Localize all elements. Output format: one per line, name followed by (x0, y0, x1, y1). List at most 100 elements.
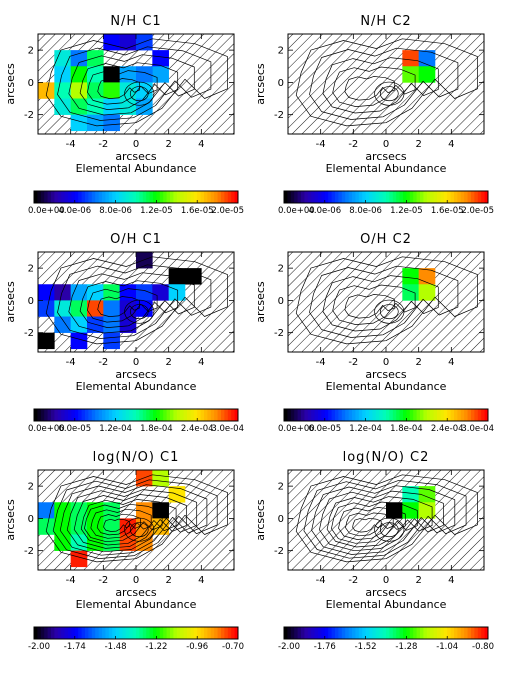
colorbar-segment (437, 627, 441, 639)
colorbar-segment (139, 191, 144, 203)
colorbar-frame (33, 190, 239, 204)
flux-contour (379, 304, 399, 320)
y-tick-label: 0 (278, 78, 284, 89)
colorbar-segment (471, 409, 475, 421)
colorbar-segment (389, 191, 394, 203)
colorbar-segment (156, 409, 161, 421)
colorbar-segment (409, 191, 414, 203)
x-axis-sublabel: Elemental Abundance (76, 380, 197, 393)
colorbar-segment (307, 409, 312, 421)
data-pixel (152, 284, 169, 301)
data-pixel (54, 300, 71, 317)
colorbar-segment (159, 409, 164, 421)
colorbar-segment (54, 191, 59, 203)
colorbar-segment (471, 627, 475, 639)
colorbar-segment (443, 191, 448, 203)
flux-contour (326, 496, 433, 548)
data-pixel (38, 518, 55, 535)
colorbar-segment (297, 409, 302, 421)
colorbar-segment (307, 191, 312, 203)
y-tick-label: -2 (24, 328, 34, 339)
colorbar-segment (102, 191, 106, 203)
colorbar-tick-label: 1.8e-04 (390, 424, 423, 434)
colorbar-segment (193, 409, 198, 421)
colorbar-segment (125, 627, 130, 639)
colorbar-segment (484, 627, 489, 639)
flux-contour (45, 38, 228, 127)
colorbar-segment (207, 409, 212, 421)
data-pixel (70, 82, 88, 99)
colorbar-segment (331, 191, 336, 203)
colorbar-tick-label: -1.22 (145, 642, 167, 652)
colorbar-tick-label: 1.6e-05 (431, 206, 464, 216)
colorbar-segment (234, 409, 239, 421)
flux-contour (124, 517, 155, 542)
x-tick-label: -2 (348, 357, 358, 368)
flux-contour (73, 494, 187, 549)
data-pixel (54, 50, 71, 67)
colorbar-segment (183, 191, 188, 203)
colorbar-tick-label: 2.0e-05 (211, 206, 244, 216)
colorbar-segment (61, 627, 65, 639)
colorbar-segment (406, 191, 411, 203)
y-tick-label: 0 (28, 514, 34, 525)
x-axis-sublabel: Elemental Abundance (76, 598, 197, 611)
colorbar-segment (379, 627, 383, 639)
panel-title: log(N/O) C1 (93, 450, 180, 465)
y-tick-label: 2 (28, 482, 34, 493)
colorbar-segment (156, 627, 161, 639)
colorbar-segment (115, 191, 120, 203)
flux-contour (84, 503, 163, 543)
colorbar-segment (318, 627, 322, 639)
colorbar-segment (420, 191, 424, 203)
colorbar-segment (142, 191, 147, 203)
colorbar-tick-label: 2.4e-04 (431, 424, 464, 434)
data-pixel (70, 502, 88, 519)
colorbar-segment (71, 627, 76, 639)
colorbar-segment (297, 627, 302, 639)
data-pixel (54, 502, 71, 519)
colorbar-segment (318, 191, 322, 203)
data-pixel (103, 114, 120, 132)
x-tick-label: 0 (133, 139, 139, 150)
colorbar-segment (129, 409, 133, 421)
flux-contour (57, 46, 212, 121)
flux-contour (45, 256, 228, 345)
colorbar-segment (440, 409, 445, 421)
flux-contour (319, 490, 444, 552)
y-tick-label: 0 (278, 514, 284, 525)
colorbar-segment (108, 409, 113, 421)
colorbar-segment (389, 627, 394, 639)
colorbar-segment (362, 627, 366, 639)
data-pixel (70, 50, 88, 67)
x-tick-label: 4 (448, 139, 454, 150)
colorbar-segment (47, 627, 52, 639)
colorbar-segment (176, 409, 181, 421)
x-axis-label: arcsecs (365, 586, 407, 599)
contour-group (295, 38, 478, 127)
colorbar-segment (115, 627, 120, 639)
colorbar-segment (166, 627, 171, 639)
data-pixel (136, 34, 153, 51)
x-tick-label: 2 (415, 575, 421, 586)
contour-group (45, 256, 228, 345)
colorbar-segment (193, 191, 198, 203)
colorbar-tick-label: 6.0e-05 (58, 424, 91, 434)
x-tick-label: -2 (98, 575, 108, 586)
colorbar-tick-label: 6.0e-05 (308, 424, 341, 434)
colorbar-segment (304, 409, 309, 421)
colorbar-segment (304, 191, 309, 203)
colorbar-segment (474, 627, 479, 639)
data-pixel (70, 550, 88, 568)
colorbar-segment (447, 409, 451, 421)
data-pixel (38, 502, 55, 519)
colorbar-segment (416, 409, 421, 421)
flux-contour (59, 484, 208, 556)
colorbar-segment (51, 627, 55, 639)
y-tick-label: 2 (28, 46, 34, 57)
colorbar-tick-label: 2.4e-04 (181, 424, 214, 434)
colorbar-segment (197, 627, 201, 639)
